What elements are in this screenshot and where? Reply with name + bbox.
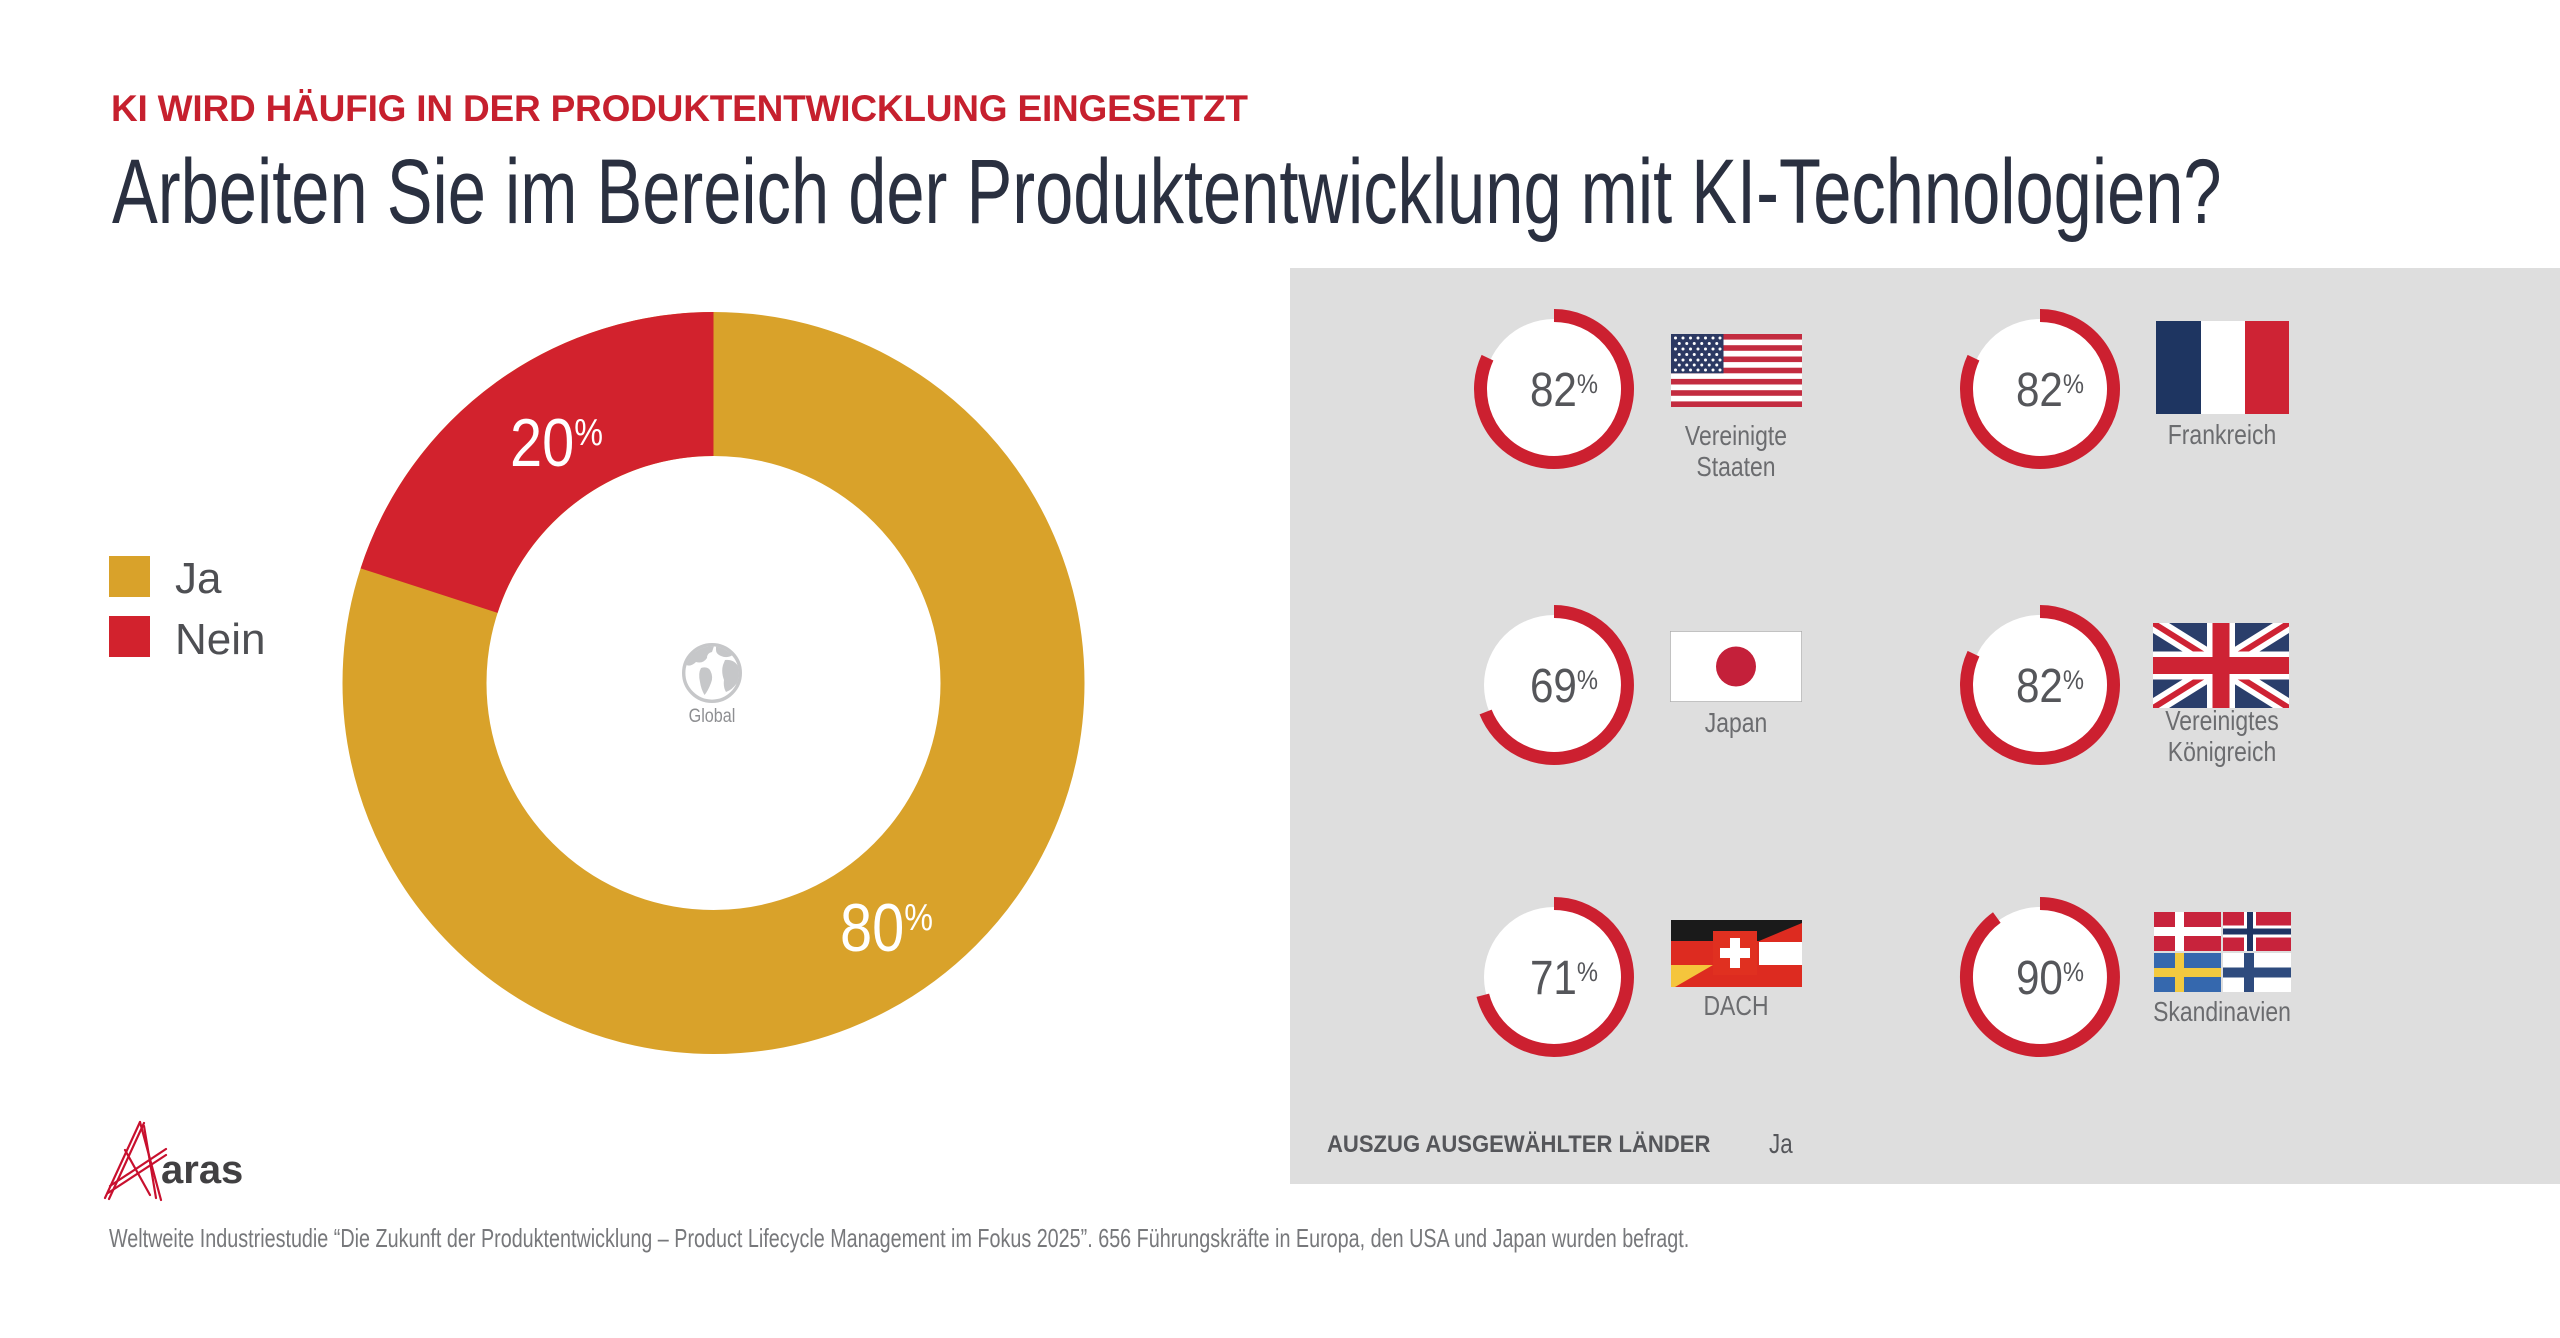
svg-text:aras: aras [161,1148,243,1192]
